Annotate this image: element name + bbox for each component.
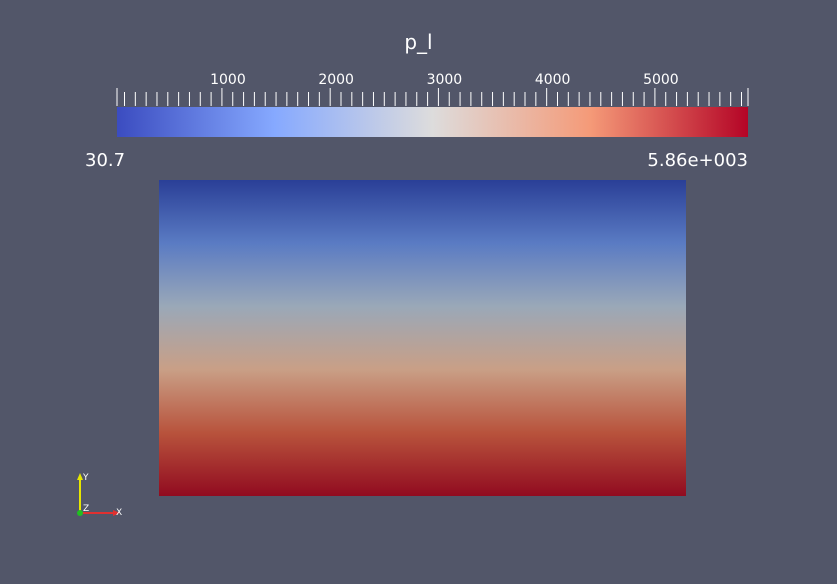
orientation-axes: Y Z X [77, 473, 122, 518]
z-axis-dot [77, 510, 83, 516]
colorbar-range-min: 30.7 [85, 150, 126, 171]
colorbar-ticks [116, 88, 749, 106]
colorbar-tick-label: 3000 [426, 72, 463, 88]
colorbar-tick-label: 1000 [210, 72, 246, 88]
colorbar-tick-label: 5000 [643, 72, 679, 88]
colorbar-range-max: 5.86e+003 [647, 150, 748, 171]
y-axis-arrow [77, 473, 83, 480]
mesh-surface[interactable] [159, 180, 686, 496]
colorbar-gradient [117, 107, 748, 137]
colorbar-title: p_l [404, 30, 433, 54]
z-axis-label: Z [83, 504, 89, 514]
y-axis-label: Y [82, 473, 89, 483]
colorbar-tick-label: 2000 [318, 72, 354, 88]
x-axis-label: X [116, 508, 122, 518]
colorbar-tick-label: 4000 [534, 72, 571, 88]
x-axis-arrow [113, 510, 120, 516]
